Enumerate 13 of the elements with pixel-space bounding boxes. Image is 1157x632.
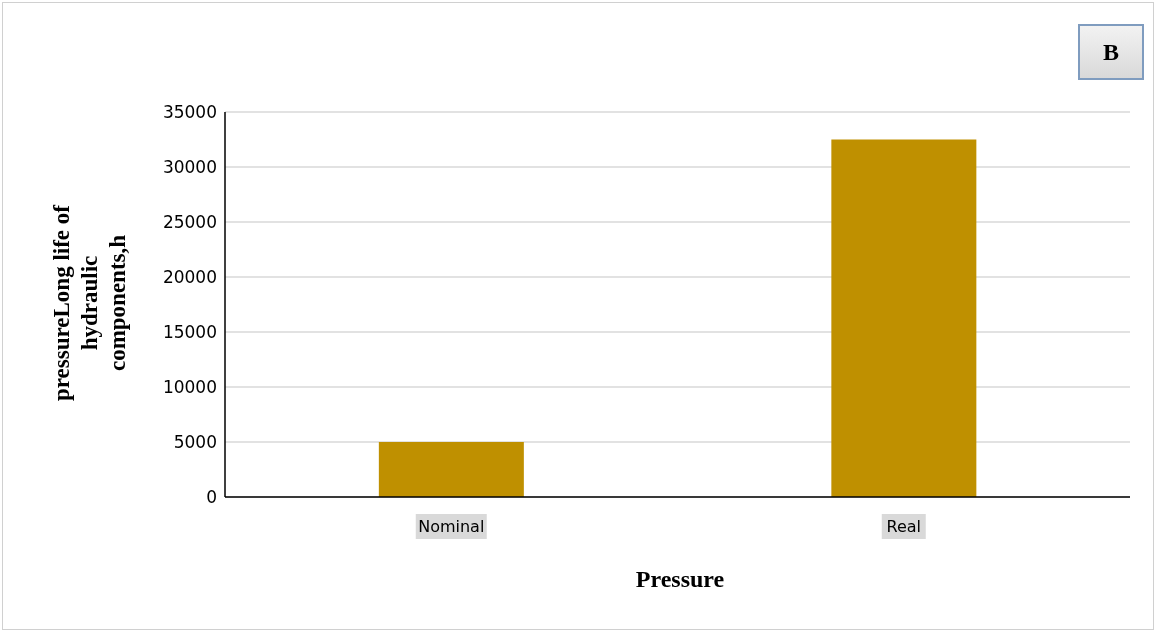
y-tick-label: 20000 bbox=[162, 267, 217, 288]
x-axis-title: Pressure bbox=[634, 566, 726, 593]
y-axis-title: pressureLong life of hydraulic components,h bbox=[48, 203, 131, 403]
x-tick-label: Real bbox=[886, 517, 921, 536]
y-tick-label: 0 bbox=[206, 487, 217, 508]
y-tick-label: 15000 bbox=[162, 322, 217, 343]
y-tick-label: 5000 bbox=[173, 432, 217, 453]
text: B bbox=[1078, 24, 1144, 80]
y-tick-label: 35000 bbox=[162, 102, 217, 123]
y-tick-label: 25000 bbox=[162, 212, 217, 233]
y-tick-label: 30000 bbox=[162, 157, 217, 178]
x-tick-label: Nominal bbox=[418, 517, 485, 536]
y-tick-label: 10000 bbox=[162, 377, 217, 398]
